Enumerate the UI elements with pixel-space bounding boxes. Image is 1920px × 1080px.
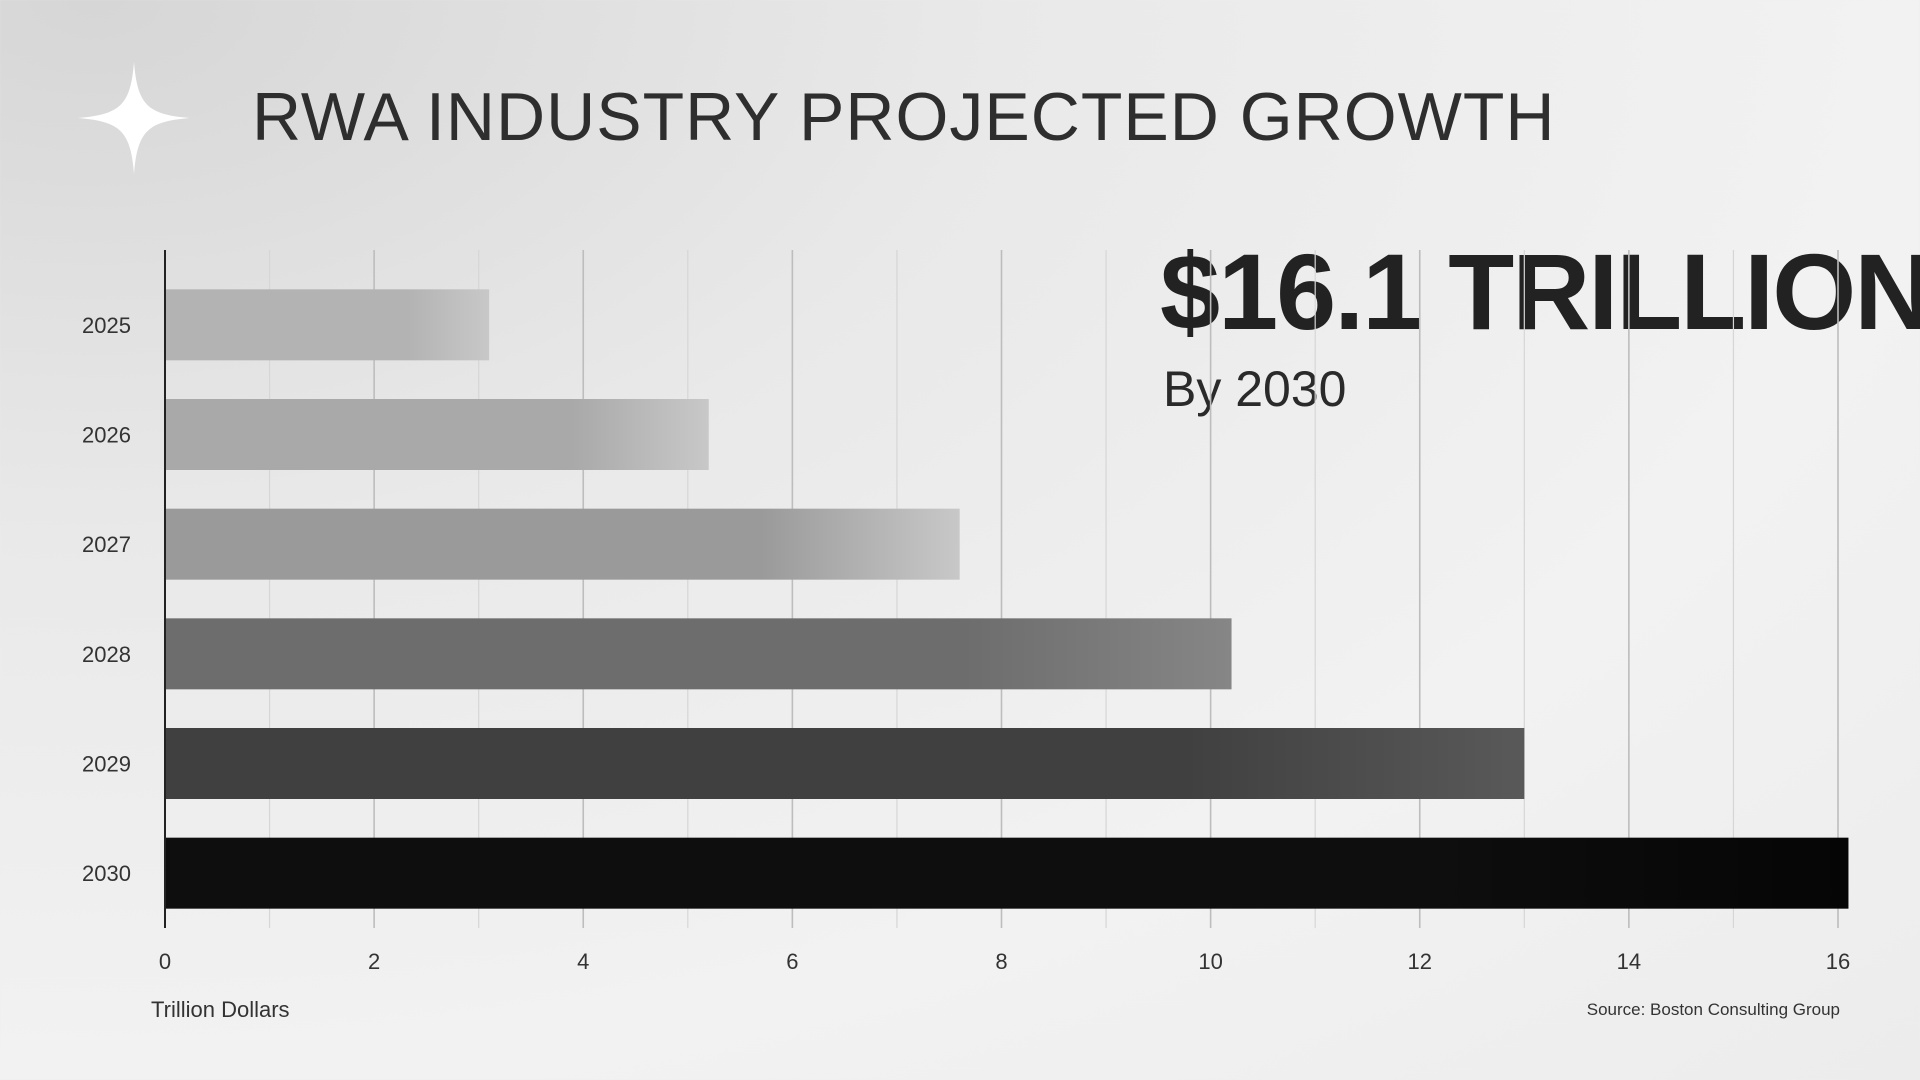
bar-2029 [165, 728, 1525, 799]
source-note: Source: Boston Consulting Group [1586, 1000, 1840, 1019]
chart-bars [165, 289, 1849, 909]
bar-2025 [165, 289, 490, 361]
y-tick-label: 2027 [82, 532, 131, 557]
x-tick-label: 8 [995, 949, 1007, 974]
x-tick-label: 14 [1617, 949, 1641, 974]
x-tick-label: 4 [577, 949, 589, 974]
bar-2028 [165, 618, 1232, 690]
four-point-star-icon [78, 62, 190, 174]
y-tick-label: 2026 [82, 423, 131, 448]
x-tick-label: 10 [1198, 949, 1222, 974]
y-tick-label: 2030 [82, 861, 131, 886]
headline-subtitle: By 2030 [1163, 361, 1347, 417]
chart-labels: 2025 2026 2027 2028 2029 2030 0 2 4 6 8 10 12 14 16 Tri… [82, 313, 1850, 1022]
headline-value: $16.1 TRILLION [1160, 231, 1920, 352]
x-tick-label: 12 [1408, 949, 1432, 974]
x-tick-label: 2 [368, 949, 380, 974]
x-tick-label: 0 [159, 949, 171, 974]
x-tick-label: 16 [1826, 949, 1850, 974]
y-tick-label: 2028 [82, 642, 131, 667]
chart-grid [268, 250, 1839, 928]
y-tick-label: 2029 [82, 752, 131, 777]
x-tick-label: 6 [786, 949, 798, 974]
bar-2030 [165, 837, 1849, 909]
bar-2026 [165, 399, 709, 470]
bar-2027 [165, 508, 960, 580]
page-title: RWA INDUSTRY PROJECTED GROWTH [252, 79, 1556, 155]
y-tick-label: 2025 [82, 313, 131, 338]
x-axis-label: Trillion Dollars [151, 997, 290, 1022]
